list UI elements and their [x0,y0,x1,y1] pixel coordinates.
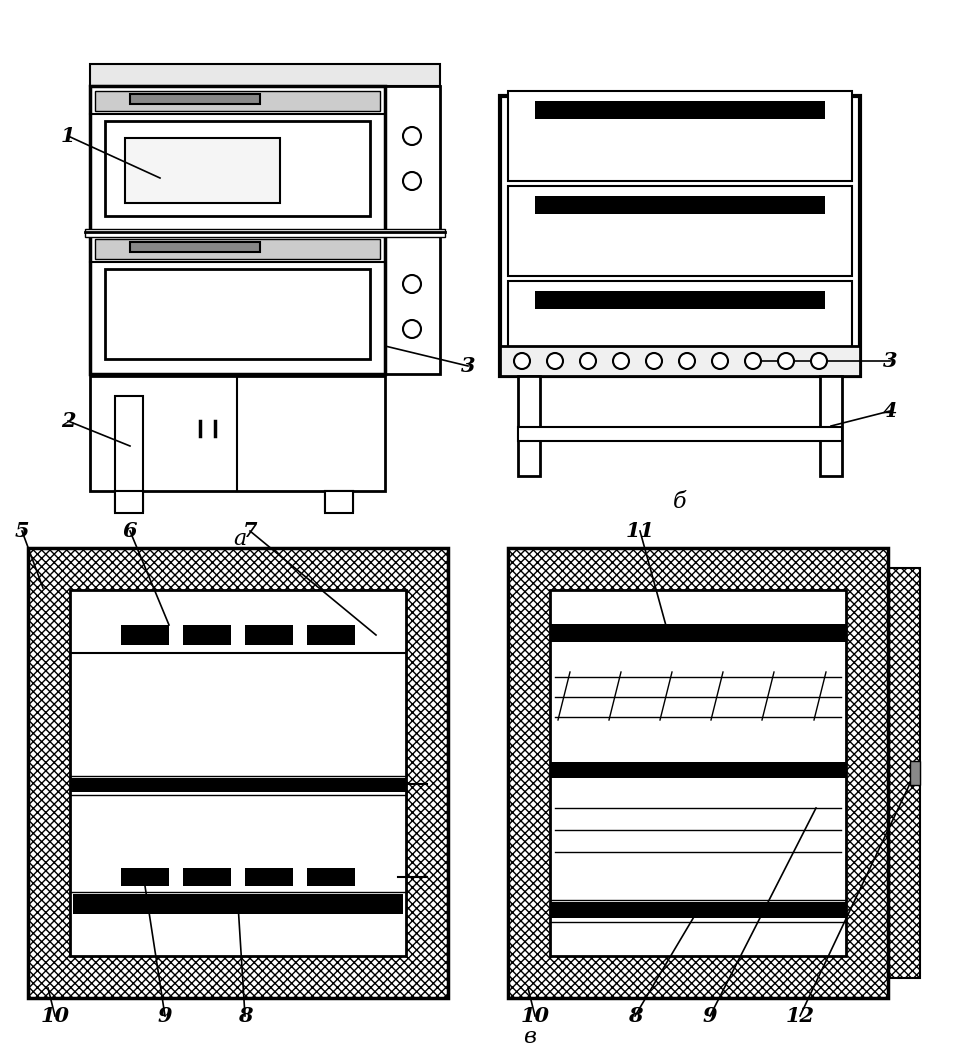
Bar [325,491,353,513]
Bar [508,91,852,181]
Bar [125,138,280,203]
Text: 2: 2 [61,411,75,431]
Bar [550,590,846,956]
Bar [550,624,846,642]
Circle shape [514,353,530,369]
Bar [820,376,842,476]
Bar [130,242,260,252]
Bar [121,868,169,886]
Text: 10: 10 [40,1006,69,1026]
Circle shape [403,172,421,190]
Bar [535,291,825,309]
Bar [535,196,825,214]
Text: 11: 11 [626,521,655,541]
Bar [385,86,440,374]
Bar [550,902,846,918]
Text: 7: 7 [243,521,258,541]
Text: 8: 8 [628,1006,642,1026]
Text: 12: 12 [786,1006,815,1026]
Text: в: в [523,1026,537,1048]
Bar [85,229,445,237]
Circle shape [745,353,761,369]
Bar [508,548,888,998]
Bar [183,625,231,645]
Text: 4: 4 [882,401,897,421]
Bar [183,868,231,886]
Bar [95,239,380,259]
Circle shape [679,353,695,369]
Circle shape [580,353,596,369]
Text: 9: 9 [158,1006,172,1026]
Bar [325,491,353,511]
Text: 1: 1 [61,126,75,146]
Text: а: а [233,528,247,550]
Bar [28,548,448,998]
Text: б: б [673,491,687,513]
Bar [508,186,852,276]
Bar [550,762,846,778]
Bar [90,86,385,231]
Bar [535,101,825,119]
Bar [105,121,370,216]
Text: 3: 3 [461,356,475,376]
Bar [307,625,355,645]
Circle shape [403,127,421,145]
Bar [90,234,385,374]
Bar [518,376,540,476]
Bar [518,427,842,441]
Bar [888,568,920,978]
Bar [95,91,380,111]
Bar [245,868,293,886]
Text: 8: 8 [238,1006,252,1026]
Circle shape [778,353,794,369]
Circle shape [613,353,629,369]
Bar [105,269,370,359]
Circle shape [646,353,662,369]
Text: 10: 10 [520,1006,549,1026]
Bar [70,590,406,956]
Circle shape [811,353,827,369]
Text: 9: 9 [703,1006,717,1026]
Bar [70,778,406,792]
Text: 6: 6 [123,521,138,541]
Bar [508,281,852,371]
Circle shape [712,353,728,369]
Bar [307,868,355,886]
Circle shape [547,353,563,369]
Text: 3: 3 [882,351,897,371]
Bar [90,376,385,491]
Bar [70,590,406,956]
Bar [73,894,403,914]
Circle shape [403,320,421,338]
Bar [115,396,143,511]
Bar [500,346,860,376]
Bar [115,491,143,513]
Bar [245,625,293,645]
Bar [500,96,860,376]
Text: 5: 5 [15,521,29,541]
Bar [121,625,169,645]
Bar [910,761,920,785]
Bar [130,94,260,103]
Bar [90,64,440,86]
Circle shape [403,275,421,293]
Bar [550,590,846,956]
